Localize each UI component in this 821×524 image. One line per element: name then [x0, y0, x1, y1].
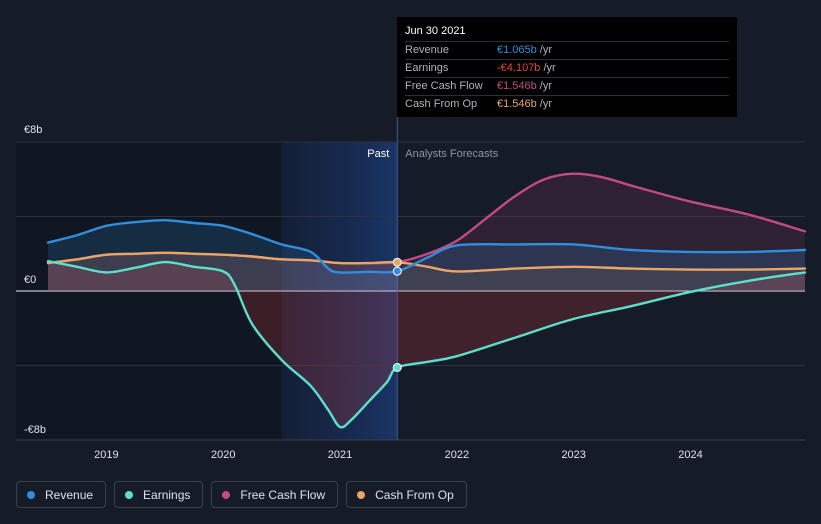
tooltip: Jun 30 2021 Revenue €1.065b /yr Earnings…: [397, 17, 737, 117]
x-tick-label: 2023: [561, 449, 585, 461]
earnings-area: [48, 261, 805, 428]
tooltip-value: -€4.107b: [497, 62, 541, 74]
legend-item-revenue[interactable]: Revenue: [16, 481, 107, 508]
tooltip-label: Earnings: [405, 62, 449, 74]
y-label-top: €8b: [24, 124, 42, 136]
legend-item-earnings[interactable]: Earnings: [114, 481, 204, 508]
revenue-area: [48, 220, 805, 291]
cfo-area: [48, 252, 805, 291]
tooltip-value: €1.546b: [497, 98, 537, 110]
tooltip-row-cfo: Cash From Op €1.546b /yr: [405, 95, 729, 113]
x-tick-label: 2024: [678, 449, 702, 461]
tooltip-label: Cash From Op: [405, 98, 478, 110]
fcf-area: [48, 173, 805, 291]
forecast-label: Analysts Forecasts: [405, 148, 498, 160]
cfo-marker: [392, 257, 402, 267]
cash-from-op-dot-icon: [357, 490, 366, 499]
revenue-dot-icon: [27, 490, 35, 499]
legend-label: Revenue: [45, 487, 94, 502]
y-label-bottom: -€8b: [24, 424, 46, 436]
earnings-line: [46, 260, 807, 429]
free-cash-flow-dot-icon: [222, 490, 231, 499]
x-tick-label: 2022: [445, 449, 469, 461]
x-tick-label: 2020: [211, 449, 235, 461]
revenue-marker: [392, 266, 402, 276]
tooltip-unit: /yr: [543, 62, 556, 74]
tooltip-label: Revenue: [405, 44, 450, 56]
cfo-line: [46, 251, 807, 273]
legend-label: Free Cash Flow: [240, 487, 326, 502]
tooltip-unit: /yr: [539, 44, 552, 56]
tooltip-date: Jun 30 2021: [405, 25, 466, 37]
tooltip-row-revenue: Revenue €1.065b /yr: [405, 41, 729, 59]
tooltip-value: €1.546b: [497, 80, 537, 92]
legend-item-cash-from-op[interactable]: Cash From Op: [346, 481, 467, 508]
y-label-zero: €0: [24, 274, 36, 286]
revenue-line: [46, 218, 807, 274]
earnings-dot-icon: [125, 490, 134, 499]
tooltip-row-earnings: Earnings -€4.107b /yr: [405, 59, 729, 77]
x-tick-label: 2019: [94, 449, 118, 461]
tooltip-row-fcf: Free Cash Flow €1.546b /yr: [405, 77, 729, 95]
tooltip-label: Free Cash Flow: [405, 80, 483, 92]
tooltip-unit: /yr: [539, 98, 552, 110]
legend-label: Earnings: [143, 487, 191, 502]
tooltip-value: €1.065b: [497, 44, 537, 56]
past-label: Past: [367, 148, 389, 160]
legend: Revenue Earnings Free Cash Flow Cash Fro…: [16, 481, 467, 508]
x-tick-label: 2021: [328, 449, 352, 461]
earnings-marker: [392, 362, 402, 372]
legend-label: Cash From Op: [375, 487, 454, 502]
legend-item-free-cash-flow[interactable]: Free Cash Flow: [211, 481, 339, 508]
tooltip-unit: /yr: [539, 80, 552, 92]
